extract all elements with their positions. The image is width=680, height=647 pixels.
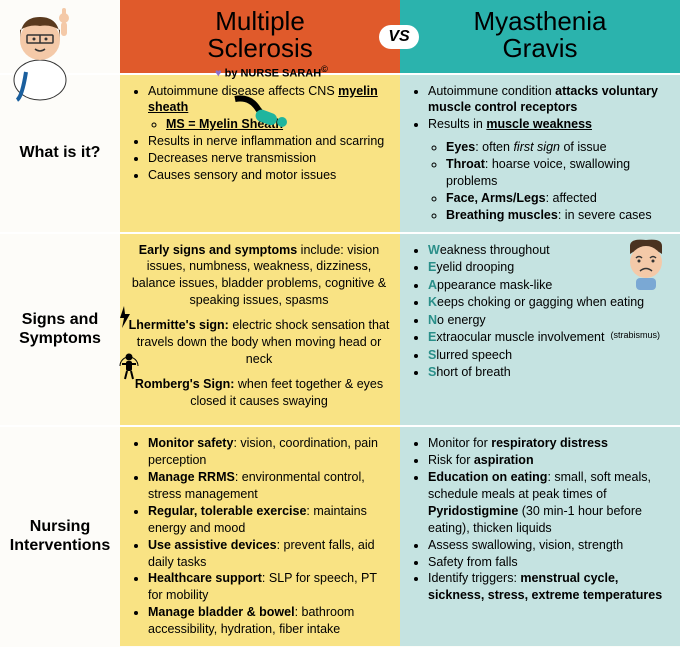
nursing-mg: Monitor for respiratory distress Risk fo… bbox=[400, 425, 680, 646]
person-icon bbox=[118, 352, 140, 380]
nurse-icon bbox=[2, 2, 92, 102]
header-mg: MyastheniaGravis bbox=[400, 0, 680, 73]
signs-mg: Weakness throughout Eyelid drooping Appe… bbox=[400, 232, 680, 426]
what-mg: Autoimmune condition attacks voluntary m… bbox=[400, 73, 680, 232]
arm-icon bbox=[230, 94, 290, 129]
signs-ms: Early signs and symptoms include: vision… bbox=[120, 232, 400, 426]
vs-badge: VS bbox=[379, 25, 419, 49]
bolt-icon bbox=[118, 306, 132, 328]
row-label-nursing: Nursing Interventions bbox=[0, 425, 120, 646]
nursing-ms: Monitor safety: vision, coordination, pa… bbox=[120, 425, 400, 646]
row-label-signs: Signs and Symptoms bbox=[0, 232, 120, 426]
heart-icon: ♥ bbox=[215, 68, 222, 80]
sad-face-icon bbox=[622, 238, 670, 292]
byline: ♥ by NURSE SARAH© bbox=[215, 64, 328, 80]
header-ms: MultipleSclerosis bbox=[120, 0, 400, 73]
